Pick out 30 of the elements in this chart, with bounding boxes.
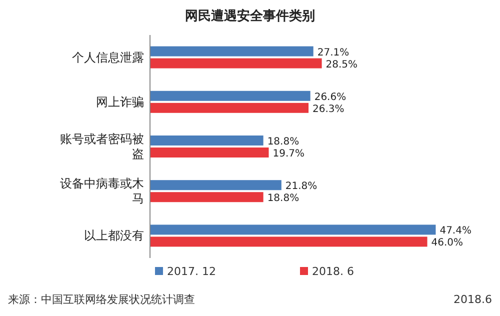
chart-title: 网民遭遇安全事件类别 bbox=[185, 8, 315, 24]
data-label: 19.7% bbox=[272, 148, 305, 160]
y-tick-label: 网上诈骗 bbox=[96, 94, 144, 109]
source-note: 来源：中国互联网络发展状况统计调查 bbox=[8, 293, 195, 306]
bar bbox=[150, 236, 428, 247]
bar bbox=[150, 136, 264, 146]
data-label: 18.8% bbox=[267, 136, 300, 148]
bar bbox=[150, 46, 314, 56]
y-tick-label: 设备中病毒或木马 bbox=[60, 176, 144, 206]
data-label: 26.3% bbox=[312, 104, 344, 115]
data-label: 26.6% bbox=[314, 92, 346, 103]
data-label: 46.0% bbox=[431, 238, 464, 249]
bar bbox=[150, 58, 322, 68]
data-label: 21.8% bbox=[285, 181, 318, 192]
data-label: 27.1% bbox=[317, 47, 350, 58]
text: 2018.6 bbox=[454, 293, 492, 306]
bar bbox=[150, 180, 282, 190]
bar bbox=[150, 192, 264, 202]
data-label: 28.5% bbox=[326, 59, 358, 70]
bar bbox=[150, 224, 436, 235]
legend-label: 2017. 12 bbox=[167, 265, 216, 278]
legend-label: 2018. 6 bbox=[312, 265, 354, 278]
bar bbox=[150, 148, 269, 158]
data-label: 18.8% bbox=[267, 193, 300, 204]
bar bbox=[150, 90, 310, 101]
data-label: 47.4% bbox=[440, 226, 472, 237]
bar bbox=[150, 102, 309, 113]
y-tick-label: 账号或者密码被盗 bbox=[60, 132, 144, 161]
y-tick-label: 以上都没有 bbox=[84, 228, 144, 243]
y-tick-label: 个人信息泄露 bbox=[72, 50, 144, 64]
